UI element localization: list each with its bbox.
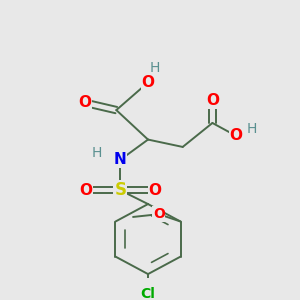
Text: H: H <box>247 122 257 136</box>
Text: N: N <box>114 152 127 167</box>
Text: S: S <box>114 181 126 199</box>
Text: O: O <box>206 93 219 108</box>
Text: H: H <box>91 146 102 161</box>
Text: O: O <box>78 95 91 110</box>
Text: O: O <box>79 183 92 198</box>
Text: O: O <box>142 75 154 90</box>
Text: H: H <box>150 61 160 75</box>
Text: Cl: Cl <box>141 287 155 300</box>
Text: O: O <box>153 207 165 221</box>
Text: O: O <box>230 128 243 143</box>
Text: O: O <box>148 183 161 198</box>
